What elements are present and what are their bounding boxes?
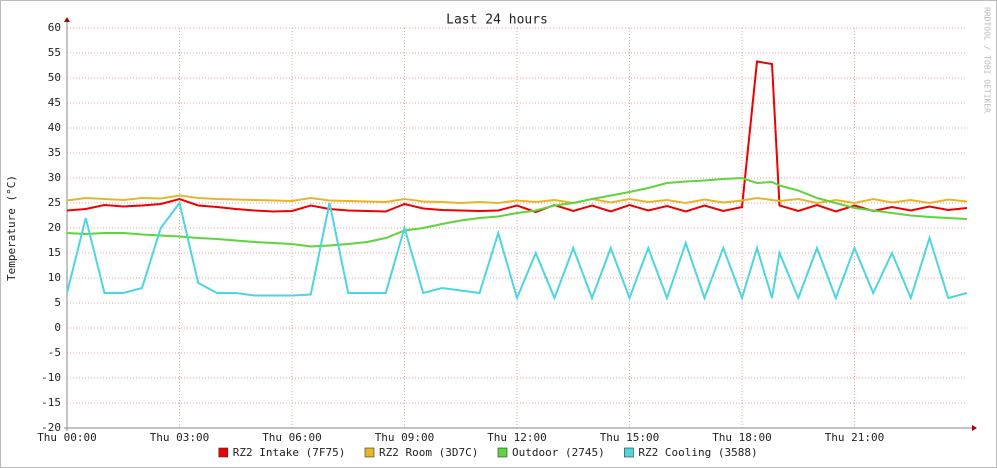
legend-label: RZ2 Cooling (3588) — [638, 446, 757, 459]
legend-swatch — [364, 447, 375, 458]
x-tick-label: Thu 09:00 — [375, 431, 435, 444]
watermark: RRDTOOL / TOBI OETIKER — [983, 7, 992, 113]
y-tick-label: 40 — [48, 121, 61, 134]
x-tick-label: Thu 03:00 — [150, 431, 210, 444]
x-tick-label: Thu 18:00 — [712, 431, 772, 444]
legend-swatch — [218, 447, 229, 458]
x-tick-label: Thu 12:00 — [487, 431, 547, 444]
x-tick-label: Thu 21:00 — [825, 431, 885, 444]
y-tick-label: -10 — [41, 371, 61, 384]
series-line — [66, 60, 968, 214]
legend-swatch — [624, 447, 634, 458]
x-tick-label: Thu 15:00 — [600, 431, 660, 444]
series-line — [66, 194, 968, 205]
axis-arrow — [972, 425, 977, 431]
y-tick-label: 50 — [48, 71, 61, 84]
x-tick-label: Thu 06:00 — [262, 431, 322, 444]
chart-title: Last 24 hours — [446, 13, 548, 28]
axis-arrow — [64, 17, 70, 22]
legend-label: RZ2 Room (3D7C) — [379, 446, 478, 459]
legend-label: RZ2 Intake (7F75) — [233, 446, 346, 459]
y-tick-label: 20 — [48, 221, 61, 234]
y-tick-label: -5 — [48, 346, 61, 359]
y-axis-label: Temperature (°C) — [5, 175, 18, 281]
y-tick-label: 30 — [48, 171, 61, 184]
y-tick-label: 35 — [48, 146, 61, 159]
y-tick-label: 25 — [48, 196, 61, 209]
y-tick-label: 60 — [48, 21, 61, 34]
legend-swatch — [497, 447, 508, 458]
y-tick-label: 15 — [48, 246, 61, 259]
y-tick-label: 55 — [48, 46, 61, 59]
y-tick-label: 10 — [48, 271, 61, 284]
y-tick-label: 5 — [54, 296, 61, 309]
series-line — [66, 176, 968, 248]
legend-label: Outdoor (2745) — [512, 446, 605, 459]
y-tick-label: 0 — [54, 321, 61, 334]
x-tick-label: Thu 00:00 — [37, 431, 97, 444]
series-line — [66, 200, 968, 302]
y-tick-label: -20 — [41, 421, 61, 434]
y-tick-label: -15 — [41, 396, 61, 409]
y-tick-label: 45 — [48, 96, 61, 109]
